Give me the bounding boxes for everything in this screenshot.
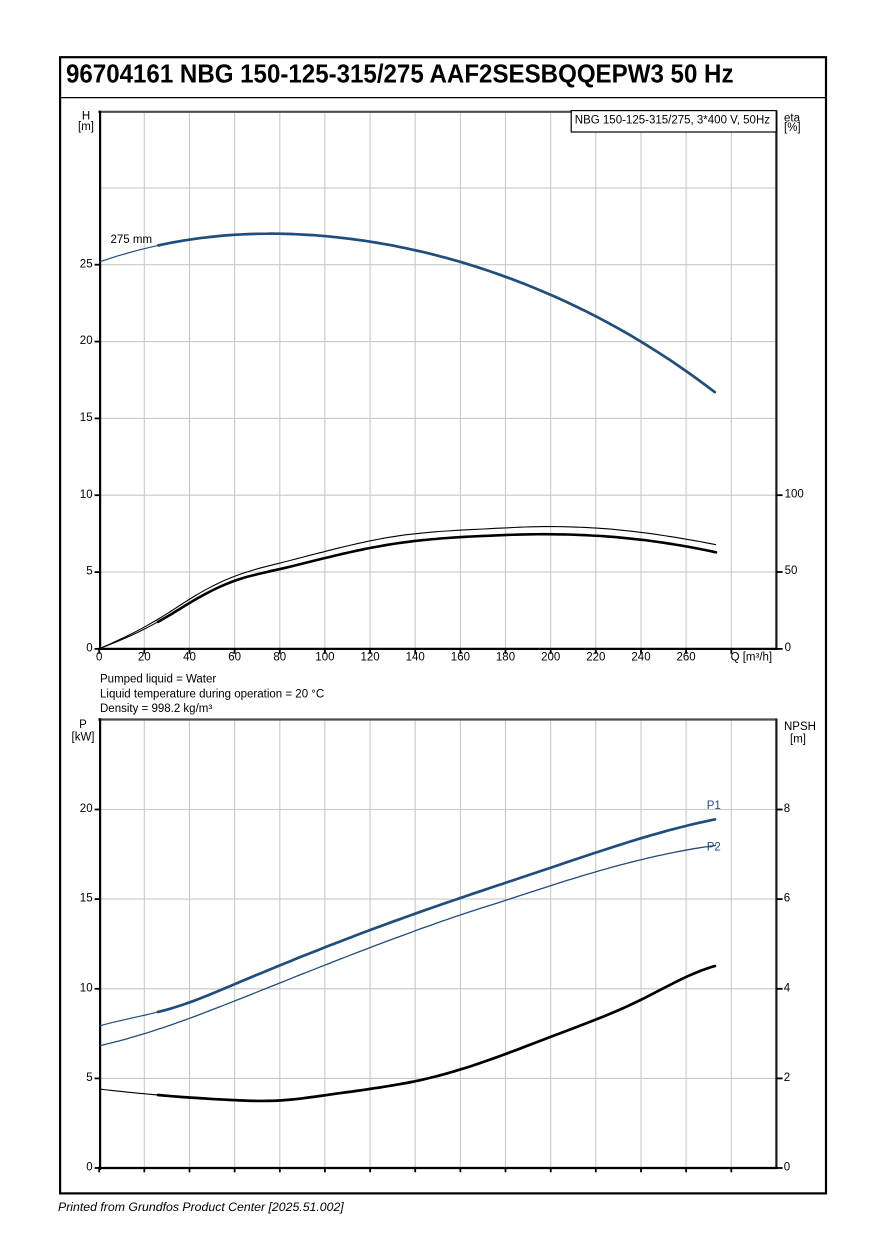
- svg-text:10: 10: [80, 982, 93, 994]
- svg-text:0: 0: [784, 1162, 790, 1174]
- svg-text:15: 15: [80, 893, 93, 905]
- svg-text:Liquid temperature during oper: Liquid temperature during operation = 20…: [100, 688, 324, 700]
- svg-text:40: 40: [183, 652, 196, 664]
- svg-text:NBG 150-125-315/275, 3*400 V,: NBG 150-125-315/275, 3*400 V, 50Hz: [575, 115, 770, 127]
- svg-text:[m]: [m]: [790, 734, 806, 746]
- svg-text:NPSH: NPSH: [784, 721, 816, 733]
- svg-text:100: 100: [315, 652, 334, 664]
- svg-text:10: 10: [80, 489, 93, 501]
- svg-text:220: 220: [586, 652, 605, 664]
- svg-text:Printed from Grundfos Product: Printed from Grundfos Product Center [20…: [58, 1200, 344, 1214]
- svg-text:5: 5: [86, 566, 92, 578]
- svg-text:[m]: [m]: [78, 121, 94, 133]
- svg-text:260: 260: [677, 652, 696, 664]
- svg-text:0: 0: [785, 642, 791, 654]
- svg-text:P: P: [79, 719, 87, 731]
- svg-text:25: 25: [80, 258, 93, 270]
- svg-text:[%]: [%]: [784, 122, 801, 134]
- svg-text:200: 200: [541, 652, 560, 664]
- svg-text:Q [m³/h]: Q [m³/h]: [731, 652, 773, 664]
- svg-text:80: 80: [273, 652, 286, 664]
- svg-text:P1: P1: [707, 800, 721, 812]
- svg-text:0: 0: [96, 652, 102, 664]
- svg-text:240: 240: [631, 652, 650, 664]
- svg-text:6: 6: [784, 893, 790, 905]
- svg-text:100: 100: [785, 488, 804, 500]
- svg-text:20: 20: [80, 803, 93, 815]
- svg-text:[kW]: [kW]: [72, 732, 95, 744]
- svg-text:275 mm: 275 mm: [111, 234, 153, 246]
- svg-text:60: 60: [228, 652, 241, 664]
- svg-text:4: 4: [784, 982, 791, 994]
- svg-text:2: 2: [784, 1072, 790, 1084]
- svg-text:140: 140: [406, 652, 425, 664]
- svg-text:5: 5: [86, 1072, 92, 1084]
- svg-text:Density = 998.2 kg/m³: Density = 998.2 kg/m³: [100, 703, 212, 715]
- svg-text:H: H: [82, 111, 90, 123]
- svg-text:96704161 NBG 150-125-315/275 A: 96704161 NBG 150-125-315/275 AAF2SESBQQE…: [66, 61, 734, 89]
- svg-text:Pumped liquid = Water: Pumped liquid = Water: [100, 674, 216, 686]
- svg-text:P2: P2: [707, 842, 721, 854]
- svg-text:50: 50: [785, 565, 798, 577]
- svg-text:eta: eta: [784, 113, 801, 125]
- svg-text:120: 120: [361, 652, 380, 664]
- svg-text:0: 0: [86, 1162, 92, 1174]
- svg-text:8: 8: [784, 803, 790, 815]
- svg-text:20: 20: [138, 652, 151, 664]
- svg-text:180: 180: [496, 652, 515, 664]
- svg-text:160: 160: [451, 652, 470, 664]
- svg-text:20: 20: [80, 335, 93, 347]
- svg-text:15: 15: [80, 412, 93, 424]
- svg-text:0: 0: [86, 643, 92, 655]
